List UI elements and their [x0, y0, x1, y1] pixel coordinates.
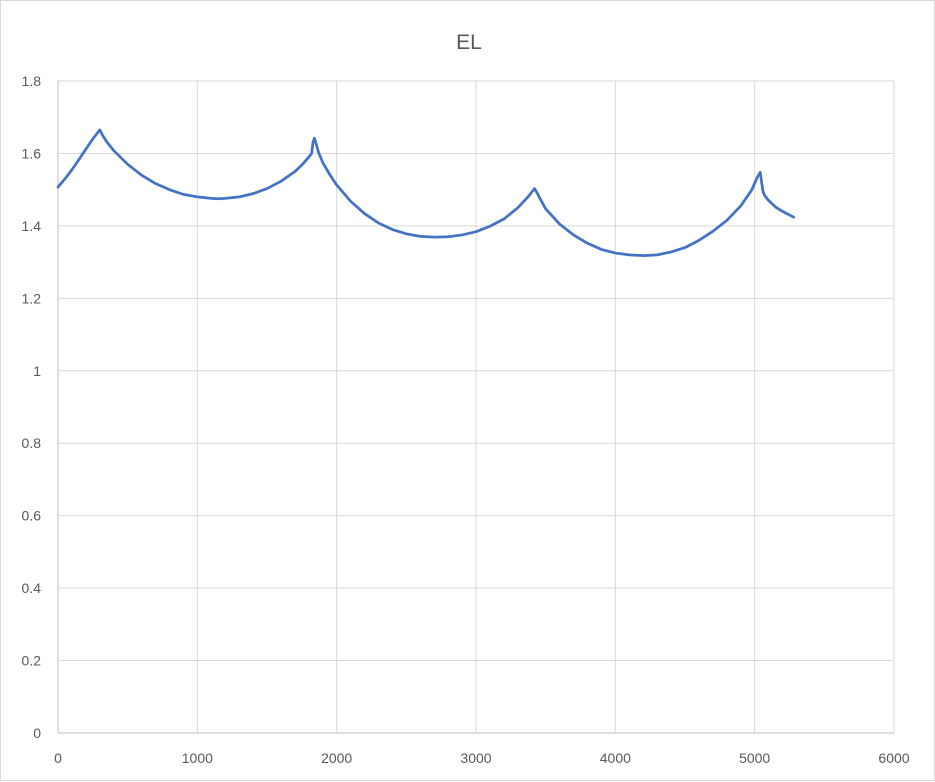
series-line-0 — [56, 128, 796, 257]
y-tick-label: 0.4 — [22, 580, 42, 596]
x-tick-label: 1000 — [182, 750, 213, 766]
x-tick-label: 5000 — [739, 750, 770, 766]
y-axis-tick-labels: 0 0.2 0.4 0.6 0.8 1 1.2 1.4 1.6 1.8 — [22, 73, 42, 741]
y-tick-label: 0.6 — [22, 508, 42, 524]
x-tick-label: 3000 — [460, 750, 491, 766]
x-tick-label: 6000 — [878, 750, 909, 766]
y-tick-label: 1.2 — [22, 290, 42, 306]
x-axis-tick-labels: 0 1000 2000 3000 4000 5000 6000 — [54, 750, 910, 766]
axes — [57, 81, 894, 734]
y-tick-label: 1 — [33, 363, 41, 379]
x-tick-label: 4000 — [600, 750, 631, 766]
y-tick-label: 1.8 — [22, 73, 42, 89]
y-tick-label: 0.2 — [22, 653, 42, 669]
y-tick-label: 0.8 — [22, 435, 42, 451]
x-tick-label: 2000 — [321, 750, 352, 766]
chart-title: EL — [456, 31, 482, 54]
y-tick-label: 1.4 — [22, 218, 42, 234]
gridlines — [58, 80, 895, 733]
x-tick-label: 0 — [54, 750, 62, 766]
series-layer — [56, 128, 796, 257]
y-tick-label: 0 — [33, 725, 41, 741]
y-tick-label: 1.6 — [22, 145, 42, 161]
